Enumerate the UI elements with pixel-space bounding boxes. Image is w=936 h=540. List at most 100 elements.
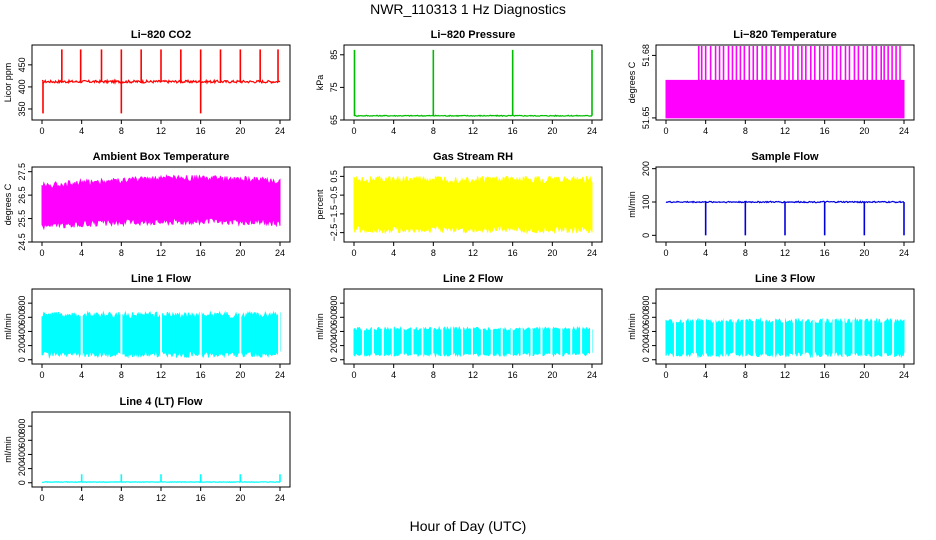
data-gap: [421, 290, 424, 363]
panel-title: Li−820 Pressure: [431, 29, 516, 41]
data-gap: [723, 290, 726, 363]
data-gap: [471, 290, 474, 363]
data-gap: [773, 290, 776, 363]
x-tick-label: 8: [431, 126, 436, 136]
y-tick-label: 0.5: [329, 170, 339, 183]
data-gap: [431, 290, 434, 363]
x-tick-label: 8: [743, 248, 748, 258]
data-gap: [411, 290, 414, 363]
data-gap: [802, 290, 805, 363]
y-tick-label: 400: [17, 324, 27, 339]
x-tick-label: 20: [235, 370, 245, 380]
y-tick-label: 800: [17, 296, 27, 311]
x-tick-label: 24: [275, 126, 285, 136]
data-gap: [792, 290, 795, 363]
data-gap: [239, 290, 242, 363]
data-gap: [703, 290, 706, 363]
x-tick-label: 0: [351, 370, 356, 380]
data-gap: [510, 290, 513, 363]
x-tick-label: 0: [39, 248, 44, 258]
y-axis-label: ml/min: [627, 313, 637, 340]
x-tick-label: 16: [508, 126, 518, 136]
panel-title: Line 1 Flow: [131, 273, 191, 285]
data-gap: [743, 290, 746, 363]
data-gap: [120, 290, 123, 363]
data-gap: [490, 290, 493, 363]
series-1: [41, 49, 281, 114]
y-tick-label: −2.5: [329, 224, 339, 242]
figure-title: NWR_110313 1 Hz Diagnostics: [370, 1, 566, 17]
x-tick-label: 24: [899, 248, 909, 258]
y-tick-label: 75: [329, 82, 339, 92]
series-10: [42, 474, 281, 484]
data-gap: [391, 290, 394, 363]
x-tick-label: 8: [743, 370, 748, 380]
data-gap: [693, 290, 696, 363]
data-gap: [673, 290, 676, 363]
y-tick-label: 0: [641, 233, 651, 238]
x-tick-label: 24: [275, 493, 285, 503]
y-tick-label: 200: [17, 338, 27, 353]
figure-x-axis-label: Hour of Day (UTC): [410, 518, 527, 534]
data-gap: [763, 290, 766, 363]
y-axis-label: Licor ppm: [3, 63, 13, 103]
data-gap: [842, 290, 845, 363]
panel-5: Gas Stream RH 0 4 8 12 16 20 24 −2.5−1.5−0.5 0.5 p…: [315, 151, 603, 258]
x-tick-label: 8: [743, 126, 748, 136]
data-gap: [783, 290, 786, 363]
y-tick-label: 200: [329, 338, 339, 353]
data-gap: [580, 290, 583, 363]
data-gap: [160, 290, 162, 363]
panel-3: Li−820 Temperature 0 4 8 12 16 20 24 51.65 51.68 d…: [627, 29, 915, 136]
x-tick-label: 16: [196, 370, 206, 380]
panel-title: Sample Flow: [751, 151, 819, 163]
y-axis-label: ml/min: [3, 313, 13, 340]
x-tick-label: 12: [780, 126, 790, 136]
x-tick-label: 24: [587, 370, 597, 380]
x-tick-label: 12: [780, 248, 790, 258]
x-tick-label: 8: [119, 370, 124, 380]
data-gap: [590, 290, 593, 363]
x-tick-label: 20: [547, 126, 557, 136]
y-tick-label: 0: [17, 357, 27, 362]
data-gap: [713, 290, 716, 363]
y-tick-label: 65: [329, 115, 339, 125]
data-gap: [461, 290, 464, 363]
panel-title: Gas Stream RH: [433, 151, 513, 163]
data-gap: [540, 290, 543, 363]
x-tick-label: 0: [663, 126, 668, 136]
panel-frame: [343, 44, 603, 121]
data-gap: [401, 290, 404, 363]
x-tick-label: 0: [663, 370, 668, 380]
y-axis-label: ml/min: [3, 436, 13, 463]
x-tick-label: 20: [859, 126, 869, 136]
x-tick-label: 12: [156, 493, 166, 503]
y-tick-label: 26.5: [17, 186, 27, 204]
y-tick-label: 0: [329, 357, 339, 362]
data-gap: [872, 290, 875, 363]
x-tick-label: 16: [820, 126, 830, 136]
x-tick-label: 20: [547, 248, 557, 258]
series-6: [665, 200, 905, 236]
series-8: [353, 290, 593, 363]
panel-2: Li−820 Pressure 0 4 8 12 16 20 24 65 75 85 kPa: [315, 29, 603, 136]
data-gap: [832, 290, 835, 363]
y-tick-label: 600: [329, 310, 339, 325]
data-gap: [361, 290, 364, 363]
data-line: [41, 78, 281, 85]
panel-title: Line 4 (LT) Flow: [120, 396, 203, 408]
x-tick-label: 20: [547, 370, 557, 380]
y-tick-label: 27.5: [17, 163, 27, 181]
data-gap: [80, 290, 83, 363]
data-gap: [683, 290, 686, 363]
data-gap: [500, 290, 503, 363]
y-tick-label: 0: [17, 480, 27, 485]
x-tick-label: 8: [119, 493, 124, 503]
panel-title: Li−820 Temperature: [733, 29, 836, 41]
x-tick-label: 24: [899, 370, 909, 380]
y-tick-label: 200: [641, 338, 651, 353]
x-tick-label: 4: [79, 126, 84, 136]
x-tick-label: 8: [431, 370, 436, 380]
data-gap: [371, 290, 374, 363]
x-tick-label: 4: [391, 126, 396, 136]
